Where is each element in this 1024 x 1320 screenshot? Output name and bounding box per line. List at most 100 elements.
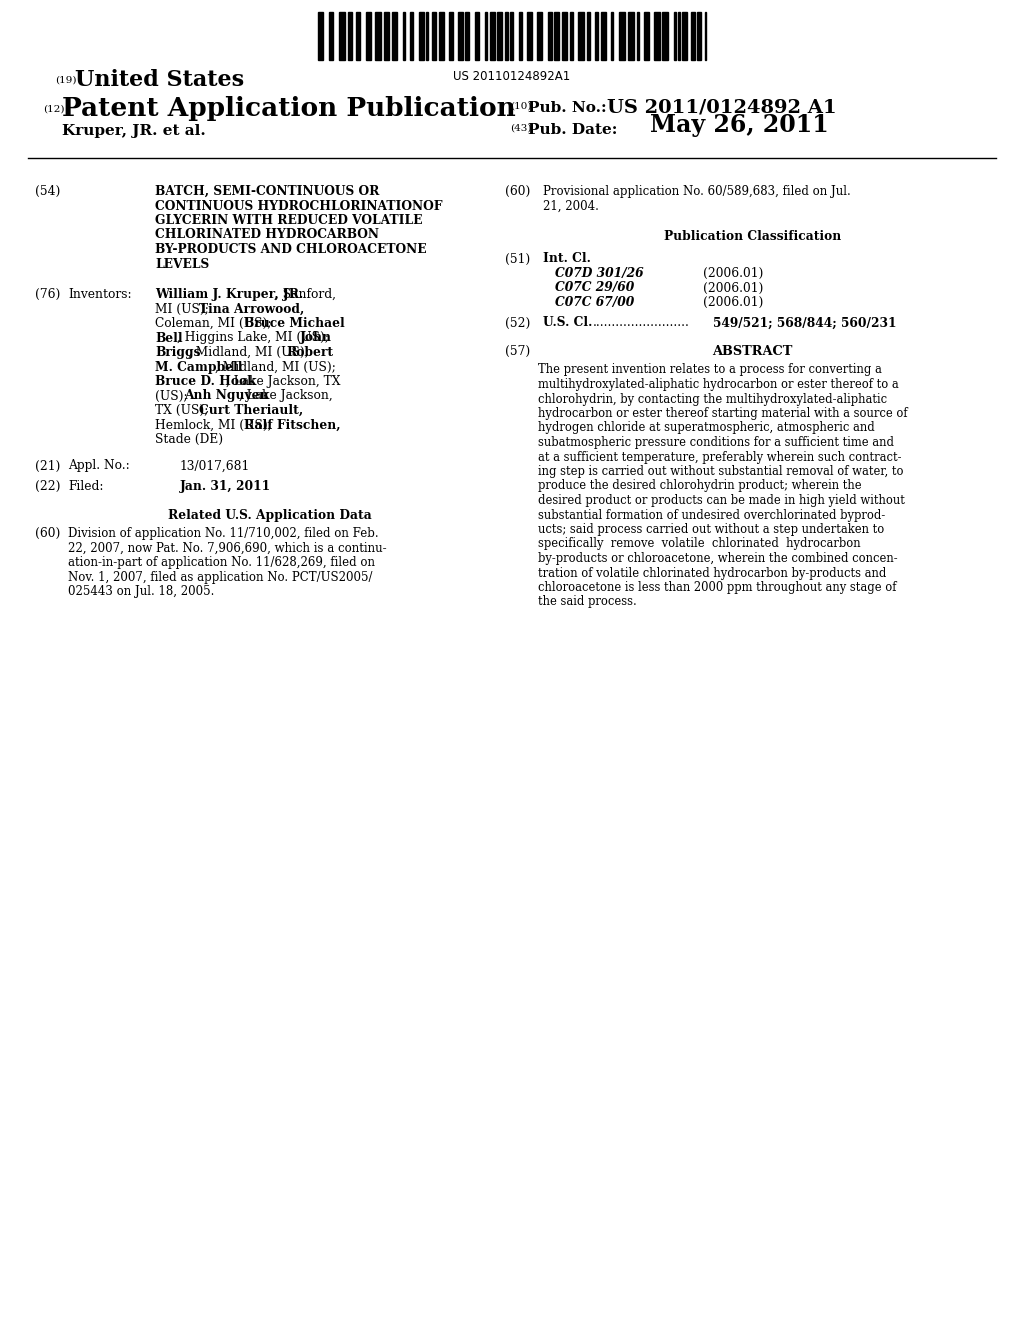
Bar (458, 12, 463, 59)
Text: May 26, 2011: May 26, 2011 (650, 114, 828, 137)
Bar (682, 12, 687, 59)
Text: C07D 301/26: C07D 301/26 (555, 267, 644, 280)
Text: , Lake Jackson, TX: , Lake Jackson, TX (226, 375, 340, 388)
Text: hydrogen chloride at superatmospheric, atmospheric and: hydrogen chloride at superatmospheric, a… (538, 421, 874, 434)
Bar (554, 12, 559, 59)
Text: ing step is carried out without substantial removal of water, to: ing step is carried out without substant… (538, 465, 903, 478)
Bar (587, 12, 590, 59)
Text: Jan. 31, 2011: Jan. 31, 2011 (180, 480, 271, 492)
Bar (485, 12, 487, 59)
Text: (51): (51) (505, 252, 530, 265)
Text: ation-in-part of application No. 11/628,269, filed on: ation-in-part of application No. 11/628,… (68, 556, 375, 569)
Text: John: John (300, 331, 332, 345)
Text: the said process.: the said process. (538, 595, 637, 609)
Text: Related U.S. Application Data: Related U.S. Application Data (168, 508, 372, 521)
Bar (475, 12, 479, 59)
Text: U.S. Cl.: U.S. Cl. (543, 317, 592, 330)
Bar (465, 12, 469, 59)
Text: US 2011/0124892 A1: US 2011/0124892 A1 (607, 98, 837, 116)
Text: 549/521; 568/844; 560/231: 549/521; 568/844; 560/231 (713, 317, 896, 330)
Bar (384, 12, 389, 59)
Text: chloroacetone is less than 2000 ppm throughout any stage of: chloroacetone is less than 2000 ppm thro… (538, 581, 896, 594)
Bar (339, 12, 345, 59)
Bar (519, 12, 522, 59)
Text: Ralf Fitschen,: Ralf Fitschen, (244, 418, 340, 432)
Text: tration of volatile chlorinated hydrocarbon by-products and: tration of volatile chlorinated hydrocar… (538, 566, 887, 579)
Text: (2006.01): (2006.01) (703, 296, 763, 309)
Text: TX (US);: TX (US); (155, 404, 212, 417)
Text: 22, 2007, now Pat. No. 7,906,690, which is a continu-: 22, 2007, now Pat. No. 7,906,690, which … (68, 541, 387, 554)
Text: Coleman, MI (US);: Coleman, MI (US); (155, 317, 275, 330)
Bar (410, 12, 413, 59)
Bar (654, 12, 660, 59)
Text: C07C 29/60: C07C 29/60 (555, 281, 634, 294)
Bar (644, 12, 649, 59)
Text: (19): (19) (55, 77, 77, 84)
Bar (662, 12, 668, 59)
Text: Kruper, JR. et al.: Kruper, JR. et al. (62, 124, 206, 139)
Bar (439, 12, 444, 59)
Text: The present invention relates to a process for converting a: The present invention relates to a proce… (538, 363, 882, 376)
Text: produce the desired chlorohydrin product; wherein the: produce the desired chlorohydrin product… (538, 479, 861, 492)
Text: MI (US);: MI (US); (155, 302, 213, 315)
Text: (US);: (US); (155, 389, 191, 403)
Bar (674, 12, 676, 59)
Bar (601, 12, 606, 59)
Text: (10): (10) (510, 102, 531, 111)
Text: Bell: Bell (155, 331, 182, 345)
Bar (426, 12, 428, 59)
Text: , Sanford,: , Sanford, (275, 288, 336, 301)
Text: (76): (76) (35, 288, 60, 301)
Bar (329, 12, 333, 59)
Text: (57): (57) (505, 345, 530, 358)
Text: Curt Theriault,: Curt Theriault, (200, 404, 303, 417)
Text: William J. Kruper, JR.: William J. Kruper, JR. (155, 288, 303, 301)
Text: (22): (22) (35, 480, 60, 492)
Bar (691, 12, 695, 59)
Text: (60): (60) (505, 185, 530, 198)
Bar (490, 12, 495, 59)
Text: CONTINUOUS HYDROCHLORINATIONOF: CONTINUOUS HYDROCHLORINATIONOF (155, 199, 442, 213)
Bar (595, 12, 598, 59)
Text: US 20110124892A1: US 20110124892A1 (454, 70, 570, 83)
Bar (548, 12, 552, 59)
Text: chlorohydrin, by contacting the multihydroxylated-aliphatic: chlorohydrin, by contacting the multihyd… (538, 392, 887, 405)
Text: Nov. 1, 2007, filed as application No. PCT/US2005/: Nov. 1, 2007, filed as application No. P… (68, 570, 373, 583)
Text: Pub. Date:: Pub. Date: (528, 123, 617, 137)
Bar (497, 12, 502, 59)
Text: CHLORINATED HYDROCARBON: CHLORINATED HYDROCARBON (155, 228, 379, 242)
Text: , Midland, MI (US);: , Midland, MI (US); (215, 360, 336, 374)
Text: .........................: ......................... (593, 317, 690, 330)
Text: Bruce Michael: Bruce Michael (244, 317, 344, 330)
Text: multihydroxylated-aliphatic hydrocarbon or ester thereof to a: multihydroxylated-aliphatic hydrocarbon … (538, 378, 899, 391)
Text: Tina Arrowood,: Tina Arrowood, (200, 302, 305, 315)
Bar (403, 12, 406, 59)
Text: Int. Cl.: Int. Cl. (543, 252, 591, 265)
Text: , Lake Jackson,: , Lake Jackson, (240, 389, 333, 403)
Text: (2006.01): (2006.01) (703, 281, 763, 294)
Text: Inventors:: Inventors: (68, 288, 132, 301)
Bar (697, 12, 701, 59)
Text: Patent Application Publication: Patent Application Publication (62, 96, 516, 121)
Text: ucts; said process carried out without a step undertaken to: ucts; said process carried out without a… (538, 523, 885, 536)
Bar (570, 12, 573, 59)
Text: by-products or chloroacetone, wherein the combined concen-: by-products or chloroacetone, wherein th… (538, 552, 898, 565)
Bar (618, 12, 625, 59)
Bar (366, 12, 371, 59)
Text: Robert: Robert (287, 346, 334, 359)
Text: GLYCERIN WITH REDUCED VOLATILE: GLYCERIN WITH REDUCED VOLATILE (155, 214, 423, 227)
Text: (2006.01): (2006.01) (703, 267, 763, 280)
Text: substantial formation of undesired overchlorinated byprod-: substantial formation of undesired overc… (538, 508, 886, 521)
Text: Briggs: Briggs (155, 346, 201, 359)
Bar (356, 12, 360, 59)
Text: Division of application No. 11/710,002, filed on Feb.: Division of application No. 11/710,002, … (68, 527, 379, 540)
Text: subatmospheric pressure conditions for a sufficient time and: subatmospheric pressure conditions for a… (538, 436, 894, 449)
Bar (578, 12, 584, 59)
Text: Hemlock, MI (US);: Hemlock, MI (US); (155, 418, 275, 432)
Text: C07C 67/00: C07C 67/00 (555, 296, 634, 309)
Bar (562, 12, 567, 59)
Bar (527, 12, 532, 59)
Text: specifically  remove  volatile  chlorinated  hydrocarbon: specifically remove volatile chlorinated… (538, 537, 860, 550)
Bar (611, 12, 613, 59)
Text: (52): (52) (505, 317, 530, 330)
